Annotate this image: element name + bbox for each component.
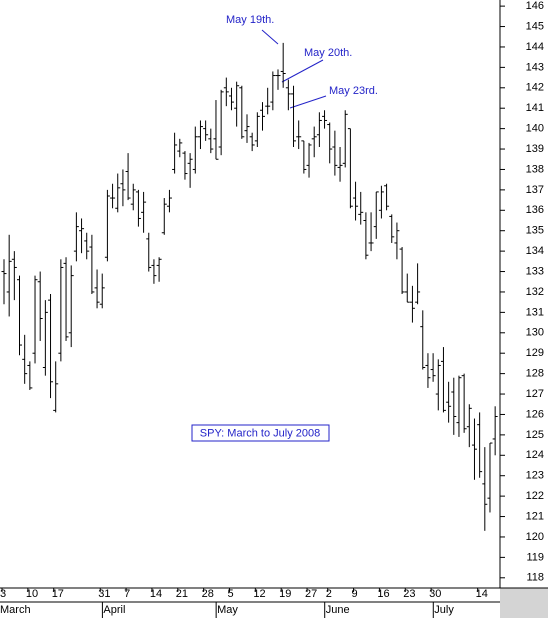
y-tick-label: 136 <box>526 204 544 216</box>
y-tick-label: 130 <box>526 327 544 339</box>
annotation-line <box>289 95 327 109</box>
x-tick-label: 17 <box>52 588 64 600</box>
y-tick-label: 133 <box>526 265 544 277</box>
corner-box <box>500 588 548 618</box>
y-tick-label: 123 <box>526 470 544 482</box>
x-tick-label: 14 <box>476 588 488 600</box>
y-tick-label: 142 <box>526 82 544 94</box>
annotation: May 19th. <box>226 14 274 26</box>
month-label: March <box>0 604 31 616</box>
y-tick-label: 120 <box>526 531 544 543</box>
x-tick-label: 27 <box>305 588 317 600</box>
y-tick-label: 145 <box>526 20 544 32</box>
x-tick-label: 3 <box>0 588 6 600</box>
x-tick-label: 12 <box>253 588 265 600</box>
x-tick-label: 10 <box>26 588 38 600</box>
y-tick-label: 128 <box>526 368 544 380</box>
annotation-line <box>281 59 324 83</box>
y-tick-label: 144 <box>526 41 544 53</box>
y-tick-label: 127 <box>526 388 544 400</box>
y-tick-label: 122 <box>526 490 544 502</box>
x-tick-label: 5 <box>227 588 233 600</box>
x-tick-label: 9 <box>352 588 358 600</box>
x-tick-label: 21 <box>176 588 188 600</box>
y-tick-label: 129 <box>526 347 544 359</box>
x-tick-label: 23 <box>403 588 415 600</box>
x-tick-label: 19 <box>279 588 291 600</box>
annotation: May 20th. <box>304 47 352 59</box>
x-tick-label: 16 <box>377 588 389 600</box>
y-tick-label: 141 <box>526 102 544 114</box>
y-tick-label: 137 <box>526 184 544 196</box>
annotation: May 23rd. <box>329 85 378 97</box>
month-label: May <box>217 604 238 616</box>
x-tick-label: 7 <box>124 588 130 600</box>
x-tick-label: 31 <box>98 588 110 600</box>
chart-title: SPY: March to July 2008 <box>200 427 320 439</box>
y-tick-label: 135 <box>526 225 544 237</box>
annotation-box <box>191 424 330 442</box>
y-tick-label: 146 <box>526 0 544 12</box>
x-tick-label: 14 <box>150 588 162 600</box>
y-tick-label: 125 <box>526 429 544 441</box>
y-tick-label: 138 <box>526 163 544 175</box>
x-tick-label: 2 <box>326 588 332 600</box>
month-label: April <box>103 604 125 616</box>
month-label: July <box>434 604 454 616</box>
y-tick-label: 134 <box>526 245 544 257</box>
y-tick-label: 132 <box>526 286 544 298</box>
y-tick-label: 140 <box>526 123 544 135</box>
month-label: June <box>326 604 350 616</box>
y-tick-label: 124 <box>526 449 544 461</box>
x-tick-label: 28 <box>202 588 214 600</box>
y-tick-label: 118 <box>526 572 544 584</box>
x-tick-label: 30 <box>429 588 441 600</box>
y-tick-label: 143 <box>526 61 544 73</box>
y-tick-label: 126 <box>526 408 544 420</box>
y-tick-label: 131 <box>526 306 544 318</box>
y-tick-label: 119 <box>526 551 544 563</box>
y-tick-label: 121 <box>526 510 544 522</box>
y-tick-label: 139 <box>526 143 544 155</box>
annotation-line <box>261 29 279 45</box>
